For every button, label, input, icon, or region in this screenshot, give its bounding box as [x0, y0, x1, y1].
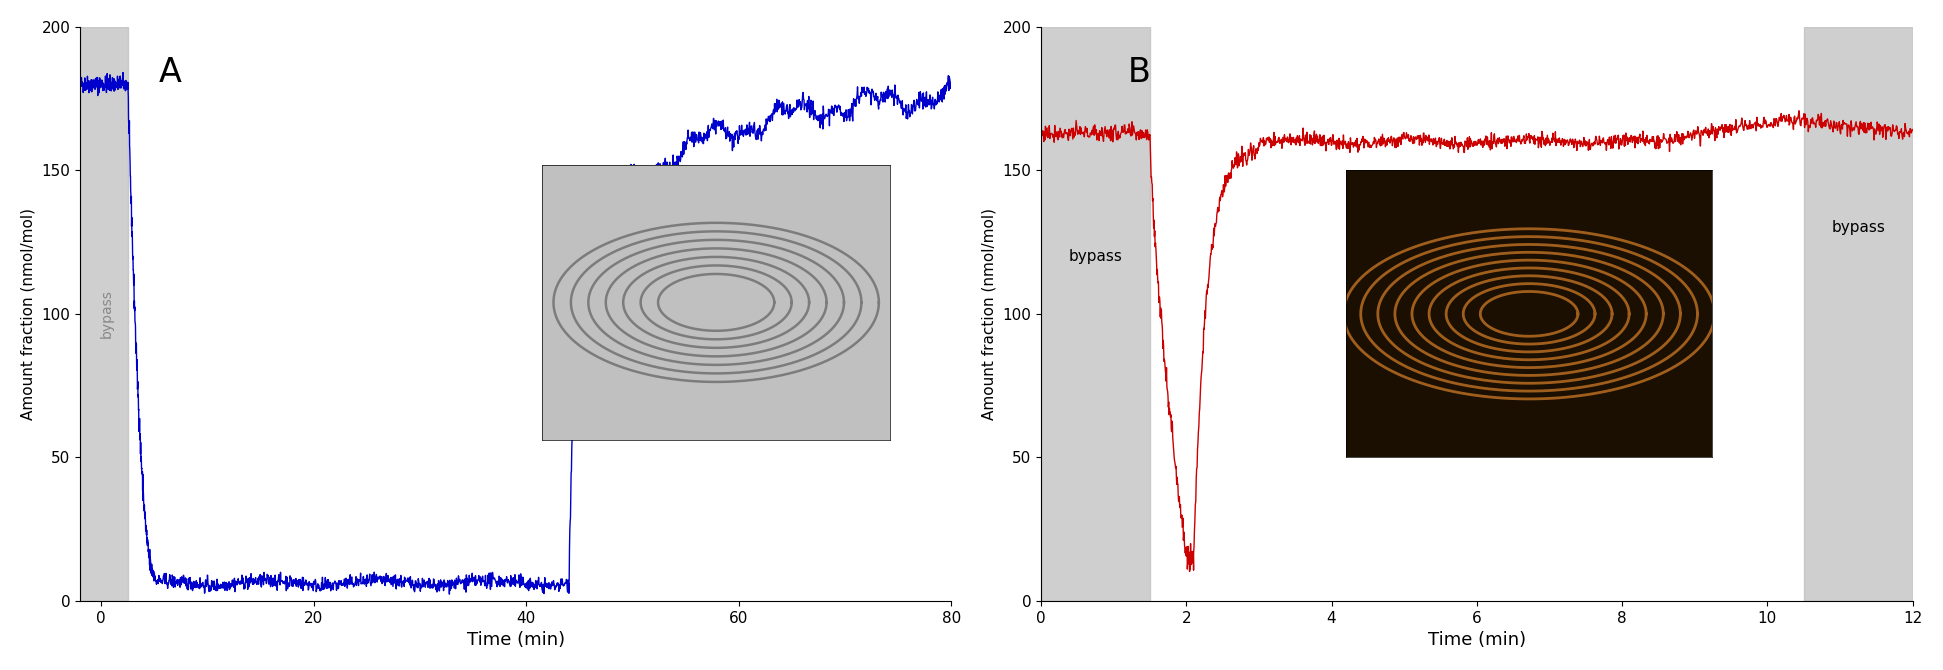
Text: B: B [1129, 56, 1150, 88]
Text: bypass: bypass [99, 289, 113, 338]
Text: bypass: bypass [1830, 220, 1885, 235]
Bar [1803, 27, 1912, 601]
X-axis label: Time (min): Time (min) [466, 631, 565, 649]
Text: A: A [159, 56, 181, 88]
Bar [1041, 27, 1150, 601]
Y-axis label: Amount fraction (nmol/mol): Amount fraction (nmol/mol) [981, 208, 997, 420]
Bar [80, 27, 128, 601]
X-axis label: Time (min): Time (min) [1428, 631, 1525, 649]
Text: bypass: bypass [1069, 249, 1123, 264]
Y-axis label: Amount fraction (nmol/mol): Amount fraction (nmol/mol) [21, 208, 35, 420]
